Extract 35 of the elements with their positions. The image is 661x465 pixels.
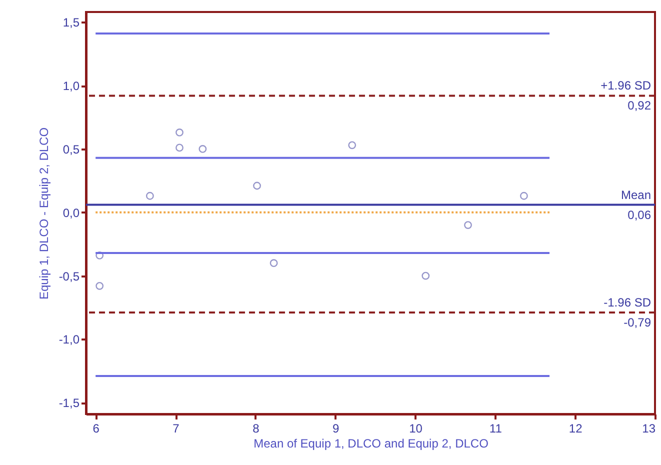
y-tick-label: -1,0 [58,332,80,347]
y-tick-label: 0,0 [62,206,80,220]
ref-line-label: Mean [620,188,651,202]
ref-line-label: -1.96 SD [604,296,652,310]
annotation: -0,79 [624,316,652,330]
y-tick-label: -0,5 [58,269,80,284]
point [464,221,472,229]
point [176,144,184,152]
point [96,282,104,290]
annotation: 0,92 [628,98,652,113]
point [422,272,430,280]
x-tick-label: 13 [642,422,656,436]
point [176,128,184,136]
x-tick-label: 9 [332,422,340,436]
point [348,141,356,150]
point [198,145,207,153]
x-tick-label: 8 [252,422,260,436]
x-tick-label: 6 [92,422,100,436]
point [253,182,261,190]
x-tick-label: 12 [568,422,583,436]
y-axis-title: Equip 1, DLCO - Equip 2, DLCO [36,127,51,300]
y-tick-label: 1,5 [62,16,80,30]
annotation: 0,06 [628,208,652,222]
y-tick-label: 1,0 [62,79,80,94]
x-tick-label: 11 [489,422,502,436]
point [146,192,154,200]
y-tick-label: -1,5 [58,396,80,410]
point [270,259,278,268]
point [520,192,528,200]
ref-line-label: +1.96 SD [600,78,652,93]
x-axis-title: Mean of Equip 1, DLCO and Equip 2, DLCO [254,436,488,450]
point [96,252,104,260]
x-tick-label: 10 [409,422,423,436]
y-tick-label: 0,5 [62,142,80,156]
x-tick-label: 7 [172,422,180,436]
